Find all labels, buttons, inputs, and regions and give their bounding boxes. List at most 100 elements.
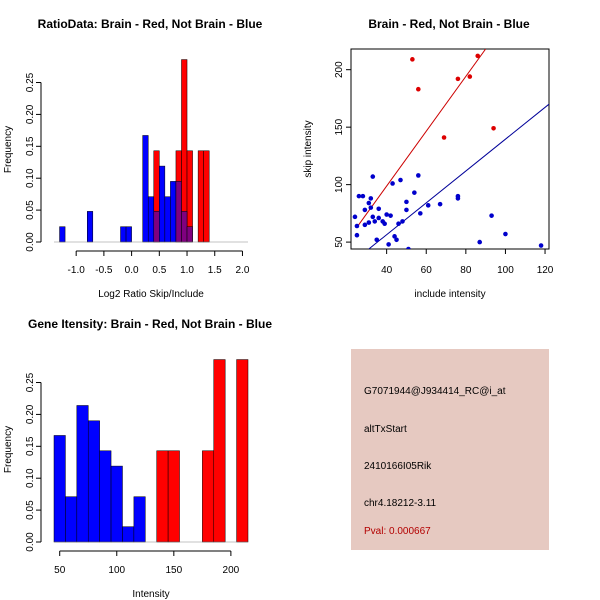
y-tick-label: 0.25 <box>25 72 36 92</box>
x-tick-label: 0.0 <box>125 265 139 276</box>
point-not-brain <box>404 207 409 213</box>
point-not-brain <box>455 193 461 199</box>
bar-not-brain <box>122 526 135 543</box>
point-not-brain <box>406 246 411 249</box>
ratio-hist: RatioData: Brain - Red, Not Brain - Blue… <box>3 17 263 300</box>
point-not-brain <box>404 199 409 205</box>
point-not-brain <box>437 201 443 207</box>
y-tick-label: 100 <box>334 176 345 193</box>
point-not-brain <box>376 206 382 212</box>
point-brain <box>441 135 447 140</box>
point-not-brain <box>362 207 368 213</box>
y-tick-label: 0.10 <box>25 168 36 188</box>
point-brain <box>491 126 496 131</box>
point-not-brain <box>425 203 431 208</box>
x-tick-label: 100 <box>497 265 514 276</box>
y-tick-label: 150 <box>334 118 345 135</box>
bar-not-brain <box>110 465 123 543</box>
x-tick-label: 200 <box>223 565 240 576</box>
bar-not-brain <box>164 196 171 243</box>
bar-not-brain <box>65 496 78 543</box>
genomic-location: chr4.18212-3.11 <box>364 498 437 509</box>
plot-box <box>350 48 550 250</box>
point-not-brain <box>382 221 387 227</box>
fit-line-not-brain <box>368 103 549 249</box>
point-not-brain <box>394 237 399 243</box>
x-tick-label: 80 <box>460 265 472 276</box>
y-tick-label: 0.15 <box>25 436 36 456</box>
point-not-brain <box>416 173 421 178</box>
point-brain <box>410 57 415 62</box>
x-tick-label: 60 <box>421 265 433 276</box>
p-value: Pval: 0.000667 <box>364 526 431 537</box>
bar-brain <box>236 359 249 543</box>
point-not-brain <box>388 213 393 218</box>
probe-id: G7071944@J934414_RC@i_at <box>364 386 506 397</box>
point-not-brain <box>366 220 372 225</box>
gene-name: 2410166I05Rik <box>364 461 432 472</box>
y-tick-label: 0.05 <box>25 200 36 220</box>
point-not-brain <box>396 221 401 227</box>
bar-overlap <box>153 211 160 243</box>
x-tick-label: 150 <box>165 565 182 576</box>
y-tick-label: 0.05 <box>25 500 36 520</box>
point-not-brain <box>354 232 360 238</box>
point-brain <box>467 74 473 79</box>
bar-not-brain <box>99 450 112 543</box>
point-not-brain <box>400 219 405 224</box>
bar-not-brain <box>87 420 100 543</box>
y-tick-label: 0.15 <box>25 136 36 156</box>
x-tick-label: -1.0 <box>68 265 86 276</box>
bar-brain <box>202 450 215 543</box>
bar-overlap <box>175 181 182 243</box>
gene-hist: Gene Itensity: Brain - Red, Not Brain - … <box>3 317 272 600</box>
point-not-brain <box>354 223 360 229</box>
x-tick-label: 100 <box>108 565 125 576</box>
info-panel: G7071944@J934414_RC@i_at altTxStart 2410… <box>351 349 549 550</box>
point-not-brain <box>374 237 380 243</box>
chart-title: Brain - Red, Not Brain - Blue <box>368 17 530 31</box>
intensity-scatter: Brain - Red, Not Brain - Blue 40 60 80 100 12… <box>303 17 554 300</box>
x-tick-label: 40 <box>381 265 393 276</box>
bar-brain <box>167 450 180 543</box>
point-not-brain <box>538 243 544 248</box>
bar-brain <box>203 150 210 243</box>
fit-line-brain <box>356 49 487 228</box>
bar-not-brain <box>170 181 177 243</box>
bar-brain <box>213 359 226 543</box>
point-not-brain <box>368 196 374 201</box>
point-not-brain <box>392 234 397 239</box>
y-tick-label: 0.00 <box>25 232 36 252</box>
x-axis-label: Intensity <box>132 589 169 600</box>
point-brain <box>416 86 421 92</box>
point-not-brain <box>356 193 362 199</box>
chart-title: RatioData: Brain - Red, Not Brain - Blue <box>38 17 263 31</box>
y-axis-label: Frequency <box>3 426 14 473</box>
event-type: altTxStart <box>364 424 407 435</box>
point-brain <box>475 53 481 59</box>
x-tick-label: 1.5 <box>208 265 222 276</box>
point-not-brain <box>489 213 494 218</box>
bar-not-brain <box>59 226 66 243</box>
point-not-brain <box>366 200 372 206</box>
plot-area <box>352 49 549 249</box>
bar-not-brain <box>53 435 66 543</box>
point-not-brain <box>398 177 403 183</box>
point-not-brain <box>376 215 382 221</box>
bar-overlap <box>186 226 193 243</box>
y-axis-label: skip intensity <box>303 120 314 177</box>
x-tick-label: 50 <box>54 565 66 576</box>
point-not-brain <box>362 222 368 228</box>
point-not-brain <box>370 214 376 220</box>
point-not-brain <box>418 211 423 216</box>
point-not-brain <box>503 231 508 237</box>
y-tick-label: 0.25 <box>25 372 36 392</box>
x-tick-label: 120 <box>537 265 554 276</box>
point-not-brain <box>384 212 389 217</box>
x-tick-label: -0.5 <box>95 265 113 276</box>
point-not-brain <box>412 190 417 195</box>
x-axis-label: include intensity <box>414 289 485 300</box>
bar-not-brain <box>159 165 166 243</box>
bar-brain <box>197 150 204 243</box>
